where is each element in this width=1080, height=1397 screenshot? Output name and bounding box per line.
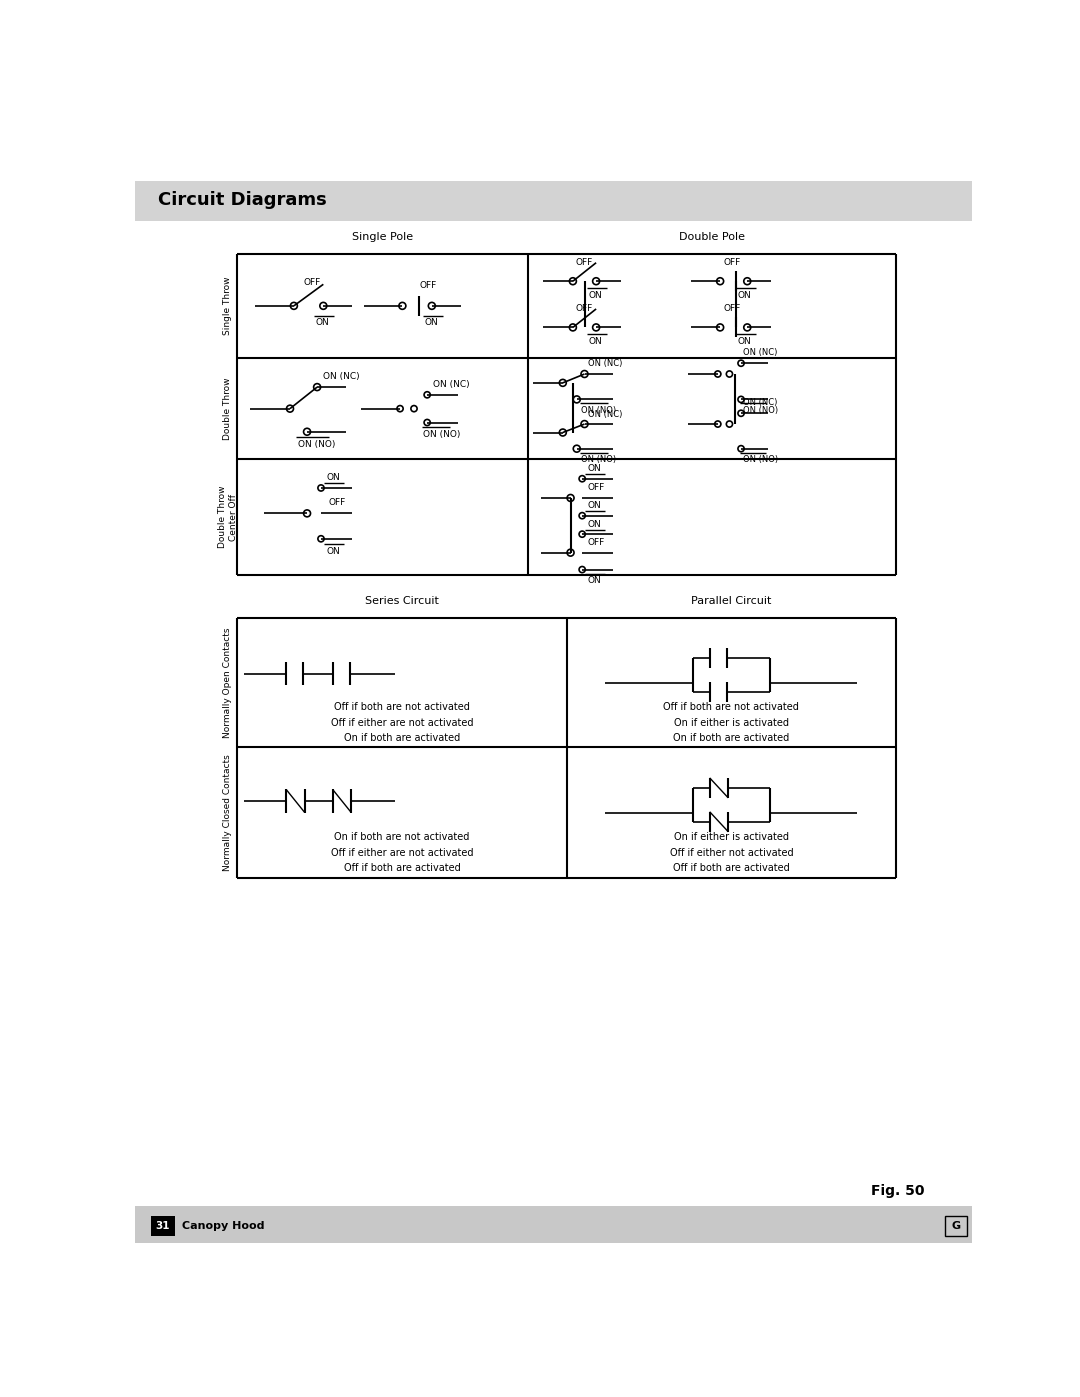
Text: OFF: OFF (724, 305, 741, 313)
Text: Circuit Diagrams: Circuit Diagrams (159, 191, 327, 210)
FancyBboxPatch shape (135, 180, 972, 221)
Text: ON: ON (738, 291, 751, 299)
Text: ON (NC): ON (NC) (743, 348, 777, 358)
Text: Single Pole: Single Pole (352, 232, 414, 242)
Text: On if both are activated: On if both are activated (343, 733, 460, 743)
Text: ON: ON (588, 464, 602, 474)
Text: On if both are not activated: On if both are not activated (335, 833, 470, 842)
Text: ON: ON (588, 576, 602, 585)
Text: ON: ON (326, 546, 340, 556)
Text: Off if both are not activated: Off if both are not activated (334, 703, 470, 712)
Text: ON: ON (315, 319, 329, 327)
Text: On if either is activated: On if either is activated (674, 833, 788, 842)
Text: OFF: OFF (588, 483, 605, 493)
Text: Off if either are not activated: Off if either are not activated (330, 718, 473, 728)
Text: OFF: OFF (303, 278, 321, 288)
Text: Single Throw: Single Throw (224, 277, 232, 335)
Text: ON (NO): ON (NO) (581, 405, 617, 415)
FancyBboxPatch shape (135, 1207, 972, 1243)
Text: Double Pole: Double Pole (679, 232, 745, 242)
Text: 31: 31 (156, 1221, 171, 1231)
Text: ON (NC): ON (NC) (589, 409, 623, 419)
Text: Off if both are not activated: Off if both are not activated (663, 703, 799, 712)
Text: ON (NC): ON (NC) (589, 359, 623, 369)
Text: OFF: OFF (576, 258, 593, 267)
Text: ON: ON (738, 337, 751, 346)
FancyBboxPatch shape (150, 1215, 175, 1235)
Text: ON (NO): ON (NO) (743, 455, 778, 464)
Text: ON: ON (424, 319, 437, 327)
Text: ON (NO): ON (NO) (743, 405, 778, 415)
Text: Parallel Circuit: Parallel Circuit (691, 597, 771, 606)
Text: Off if either are not activated: Off if either are not activated (330, 848, 473, 858)
Text: ON: ON (588, 502, 602, 510)
Text: Fig. 50: Fig. 50 (872, 1185, 924, 1199)
Text: OFF: OFF (724, 258, 741, 267)
Text: Off if both are activated: Off if both are activated (343, 863, 460, 873)
Text: Double Throw
Center Off: Double Throw Center Off (218, 486, 238, 549)
Text: Canopy Hood: Canopy Hood (181, 1221, 264, 1231)
Text: Off if both are activated: Off if both are activated (673, 863, 789, 873)
Text: ON (NO): ON (NO) (423, 429, 461, 439)
Text: ON (NC): ON (NC) (743, 398, 777, 407)
Text: ON: ON (326, 472, 340, 482)
Text: G: G (951, 1221, 960, 1231)
Text: ON (NC): ON (NC) (323, 372, 360, 381)
Text: OFF: OFF (419, 281, 436, 289)
Text: Series Circuit: Series Circuit (365, 597, 438, 606)
Text: ON (NO): ON (NO) (298, 440, 335, 448)
Text: On if either is activated: On if either is activated (674, 718, 788, 728)
Text: Off if either not activated: Off if either not activated (670, 848, 793, 858)
Text: OFF: OFF (576, 305, 593, 313)
Text: ON (NC): ON (NC) (433, 380, 469, 388)
Text: ON: ON (589, 291, 603, 299)
Text: Double Throw: Double Throw (224, 377, 232, 440)
Text: ON: ON (588, 520, 602, 528)
Text: OFF: OFF (588, 538, 605, 548)
Text: OFF: OFF (328, 499, 346, 507)
Text: On if both are activated: On if both are activated (673, 733, 789, 743)
Text: ON: ON (589, 337, 603, 346)
Text: Normally Open Contacts: Normally Open Contacts (224, 627, 232, 738)
Text: ON (NO): ON (NO) (581, 455, 617, 464)
Text: Normally Closed Contacts: Normally Closed Contacts (224, 754, 232, 870)
